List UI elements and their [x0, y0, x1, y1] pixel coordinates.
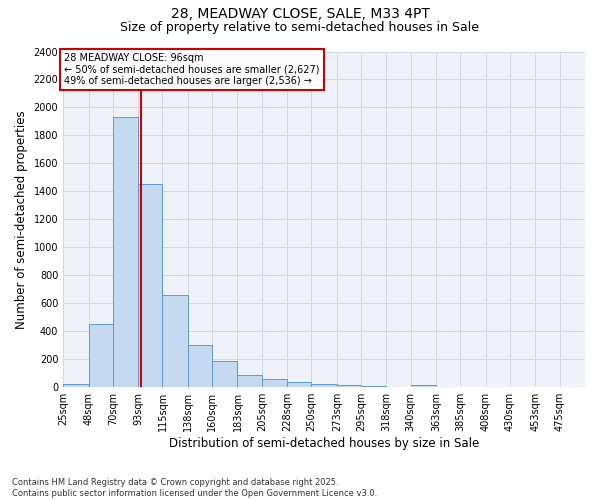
Bar: [262, 379, 287, 387]
Bar: [311, 384, 337, 387]
Text: Contains HM Land Registry data © Crown copyright and database right 2025.
Contai: Contains HM Land Registry data © Crown c…: [12, 478, 377, 498]
Bar: [163, 295, 188, 387]
Bar: [113, 117, 138, 387]
Bar: [287, 382, 311, 387]
Text: Size of property relative to semi-detached houses in Sale: Size of property relative to semi-detach…: [121, 21, 479, 34]
Bar: [212, 362, 238, 387]
Text: 28 MEADWAY CLOSE: 96sqm
← 50% of semi-detached houses are smaller (2,627)
49% of: 28 MEADWAY CLOSE: 96sqm ← 50% of semi-de…: [64, 53, 320, 86]
Bar: [138, 184, 163, 387]
Bar: [361, 386, 386, 387]
Bar: [386, 386, 410, 387]
Bar: [337, 385, 361, 387]
Bar: [188, 344, 212, 387]
Bar: [89, 324, 113, 387]
Bar: [63, 384, 89, 387]
Y-axis label: Number of semi-detached properties: Number of semi-detached properties: [15, 110, 28, 328]
Bar: [238, 374, 262, 387]
Bar: [410, 385, 436, 387]
Text: 28, MEADWAY CLOSE, SALE, M33 4PT: 28, MEADWAY CLOSE, SALE, M33 4PT: [170, 8, 430, 22]
X-axis label: Distribution of semi-detached houses by size in Sale: Distribution of semi-detached houses by …: [169, 437, 479, 450]
